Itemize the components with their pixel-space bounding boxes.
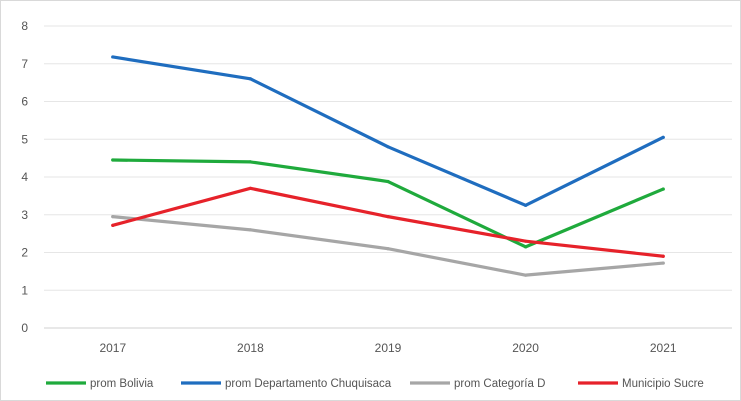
- data-point-chuquisaca: [661, 135, 665, 139]
- legend-item-sucre: Municipio Sucre: [578, 378, 704, 390]
- data-point-categoria: [111, 215, 115, 219]
- data-point-sucre: [386, 215, 390, 219]
- data-point-sucre: [524, 239, 528, 243]
- x-tick-label: 2019: [375, 341, 402, 355]
- data-point-bolivia: [386, 179, 390, 184]
- data-point-categoria: [661, 261, 665, 265]
- x-tick-label: 2020: [512, 341, 539, 355]
- data-point-bolivia: [661, 187, 665, 191]
- y-tick-label: 8: [21, 19, 28, 33]
- data-point-sucre: [111, 223, 115, 227]
- y-tick-label: 4: [21, 170, 28, 184]
- data-point-bolivia: [524, 245, 528, 249]
- x-tick-label: 2017: [99, 341, 126, 355]
- legend-item-bolivia: prom Bolivia: [46, 378, 154, 390]
- data-point-sucre: [661, 254, 665, 258]
- x-axis-ticks: 2017 2018 2019 2020 2021: [99, 341, 676, 355]
- data-point-categoria: [386, 247, 390, 251]
- data-point-sucre: [248, 186, 252, 190]
- legend-item-categoria: prom Categoría D: [410, 378, 545, 390]
- legend-label: Municipio Sucre: [622, 378, 704, 390]
- data-point-bolivia: [111, 158, 115, 162]
- y-tick-label: 0: [21, 321, 28, 335]
- legend-label: prom Bolivia: [90, 378, 154, 390]
- data-point-categoria: [248, 228, 252, 232]
- y-tick-label: 2: [21, 246, 28, 260]
- legend-label: prom Categoría D: [454, 378, 545, 390]
- y-tick-label: 3: [21, 208, 28, 222]
- legend: prom Bolivia prom Departamento Chuquisaca…: [46, 378, 704, 390]
- x-tick-label: 2018: [237, 341, 264, 355]
- y-tick-label: 1: [21, 283, 28, 297]
- data-point-chuquisaca: [386, 145, 390, 149]
- data-point-chuquisaca: [524, 203, 528, 207]
- gridlines: [44, 25, 732, 329]
- data-point-bolivia: [248, 160, 252, 164]
- y-axis-ticks: 0 1 2 3 4 5 6 7 8: [21, 19, 28, 335]
- data-point-categoria: [524, 273, 528, 277]
- data-point-chuquisaca: [248, 77, 252, 81]
- series-lines: [111, 55, 665, 277]
- legend-item-chuquisaca: prom Departamento Chuquisaca: [181, 378, 392, 390]
- data-point-chuquisaca: [111, 55, 115, 59]
- x-tick-label: 2021: [650, 341, 677, 355]
- y-tick-label: 5: [21, 132, 28, 146]
- y-tick-label: 6: [21, 95, 28, 109]
- y-tick-label: 7: [21, 57, 28, 71]
- legend-label: prom Departamento Chuquisaca: [225, 378, 392, 390]
